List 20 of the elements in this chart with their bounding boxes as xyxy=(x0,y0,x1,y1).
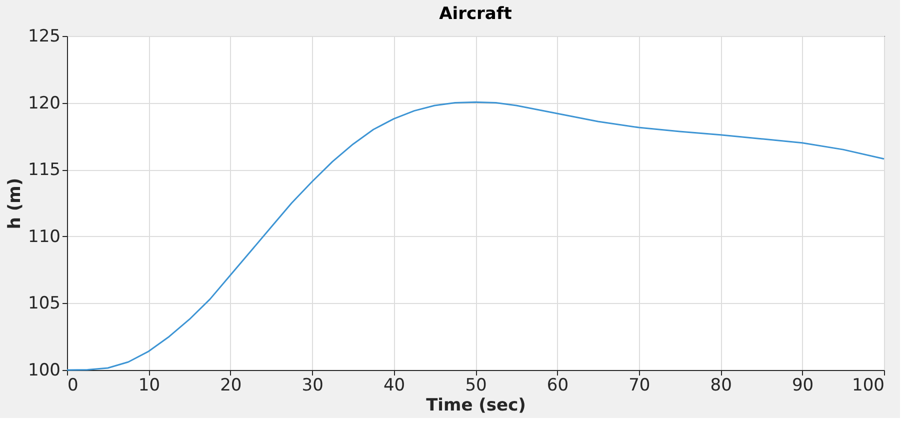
x-tick-label: 10 xyxy=(138,376,160,396)
x-tick-label: 50 xyxy=(465,376,487,396)
y-tick-label: 120 xyxy=(28,93,60,114)
chart-title: Aircraft xyxy=(439,4,512,24)
y-tick-label: 125 xyxy=(28,26,60,46)
y-tick-label: 100 xyxy=(28,360,60,380)
x-tick-label: 100 xyxy=(852,376,884,396)
x-tick-label: 80 xyxy=(710,376,732,396)
y-axis-title: h (m) xyxy=(5,178,26,230)
x-tick-label: 20 xyxy=(220,376,242,396)
x-tick-label: 60 xyxy=(546,376,569,396)
x-axis-title: Time (sec) xyxy=(426,396,526,416)
x-tick-label: 0 xyxy=(68,376,78,396)
y-tick-label: 105 xyxy=(28,294,60,314)
x-tick-label: 40 xyxy=(383,376,406,396)
x-tick-label: 30 xyxy=(302,376,324,396)
x-tick-label: 90 xyxy=(792,376,814,396)
y-tick-label: 110 xyxy=(28,226,60,247)
x-tick-label: 70 xyxy=(628,376,650,396)
y-tick-label: 115 xyxy=(28,160,60,180)
